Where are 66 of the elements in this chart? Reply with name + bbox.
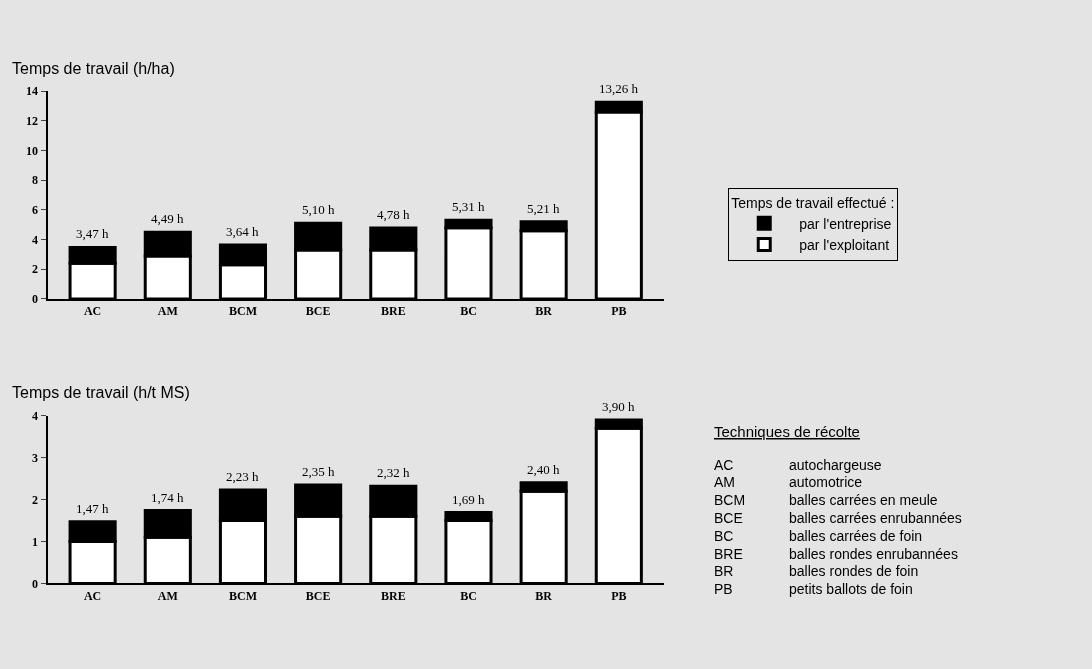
chart-title: Temps de travail (h/ha) — [12, 60, 175, 77]
total-label: 2,32 h — [377, 465, 410, 480]
x-tick-label: BRE — [380, 304, 406, 319]
text: BRE — [714, 546, 743, 562]
y-tick-label: 12 — [26, 114, 39, 129]
text: autochargeuse — [789, 457, 882, 473]
x-tick-label: BCM — [228, 304, 257, 319]
total-label: 3,90 h — [602, 399, 635, 414]
text: automotrice — [789, 474, 863, 490]
y-tick-label: 4 — [32, 232, 39, 247]
total-label: 4,49 h — [151, 211, 184, 226]
text: BCM — [714, 492, 746, 508]
text: balles carrées en meule — [789, 492, 938, 508]
total-label: 3,64 h — [226, 224, 259, 239]
x-tick-label: AM — [157, 588, 178, 603]
total-label: 3,47 h — [76, 226, 109, 241]
legend-title: Temps de travail effectué : — [731, 194, 895, 211]
text: balles carrées de foin — [789, 528, 923, 544]
legend-label: par l'exploitant — [799, 236, 890, 253]
chart-title: Temps de travail (h/t MS) — [12, 384, 190, 401]
y-tick-label: 2 — [32, 492, 39, 507]
text: balles rondes de foin — [789, 563, 919, 579]
total-label: 2,35 h — [302, 464, 335, 479]
text: Techniques de récolte — [714, 423, 860, 440]
x-tick-label: BRE — [380, 588, 406, 603]
total-label: 1,69 h — [452, 492, 485, 507]
y-tick-label: 4 — [32, 408, 39, 423]
x-tick-label: PB — [611, 304, 627, 319]
x-tick-label: BC — [460, 304, 477, 319]
total-label: 5,21 h — [527, 201, 560, 216]
text: AC — [714, 457, 734, 473]
total-label: 4,78 h — [377, 207, 410, 222]
x-tick-label: AM — [157, 304, 178, 319]
x-tick-label: AC — [83, 588, 102, 603]
text: balles rondes enrubannées — [789, 546, 958, 562]
x-tick-label: PB — [611, 588, 627, 603]
text: BC — [714, 528, 734, 544]
total-label: 5,10 h — [302, 202, 335, 217]
total-label: 13,26 h — [599, 81, 639, 96]
legend-label: par l'entreprise — [799, 215, 892, 232]
x-tick-label: AC — [83, 304, 102, 319]
y-tick-label: 3 — [32, 450, 39, 465]
y-tick-label: 14 — [26, 84, 39, 99]
text: petits ballots de foin — [789, 581, 913, 597]
total-label: 2,23 h — [226, 469, 259, 484]
text: BCE — [714, 510, 743, 526]
text: BR — [714, 563, 734, 579]
y-tick-label: 0 — [32, 292, 39, 307]
y-tick-label: 6 — [32, 203, 39, 218]
x-tick-label: BC — [460, 588, 477, 603]
total-label: 1,74 h — [151, 490, 184, 505]
total-label: 2,40 h — [527, 462, 560, 477]
x-tick-label: BCE — [305, 304, 331, 319]
y-tick-label: 8 — [32, 173, 39, 188]
y-tick-label: 1 — [32, 534, 39, 549]
x-tick-label: BCM — [228, 588, 257, 603]
total-label: 5,31 h — [452, 199, 485, 214]
text: AM — [714, 474, 735, 490]
y-tick-label: 0 — [32, 576, 39, 591]
x-tick-label: BR — [535, 588, 553, 603]
x-tick-label: BCE — [305, 588, 331, 603]
y-tick-label: 2 — [32, 262, 39, 277]
text: balles carrées enrubannées — [789, 510, 962, 526]
x-tick-label: BR — [535, 304, 553, 319]
y-tick-label: 10 — [26, 143, 39, 158]
total-label: 1,47 h — [76, 501, 109, 516]
